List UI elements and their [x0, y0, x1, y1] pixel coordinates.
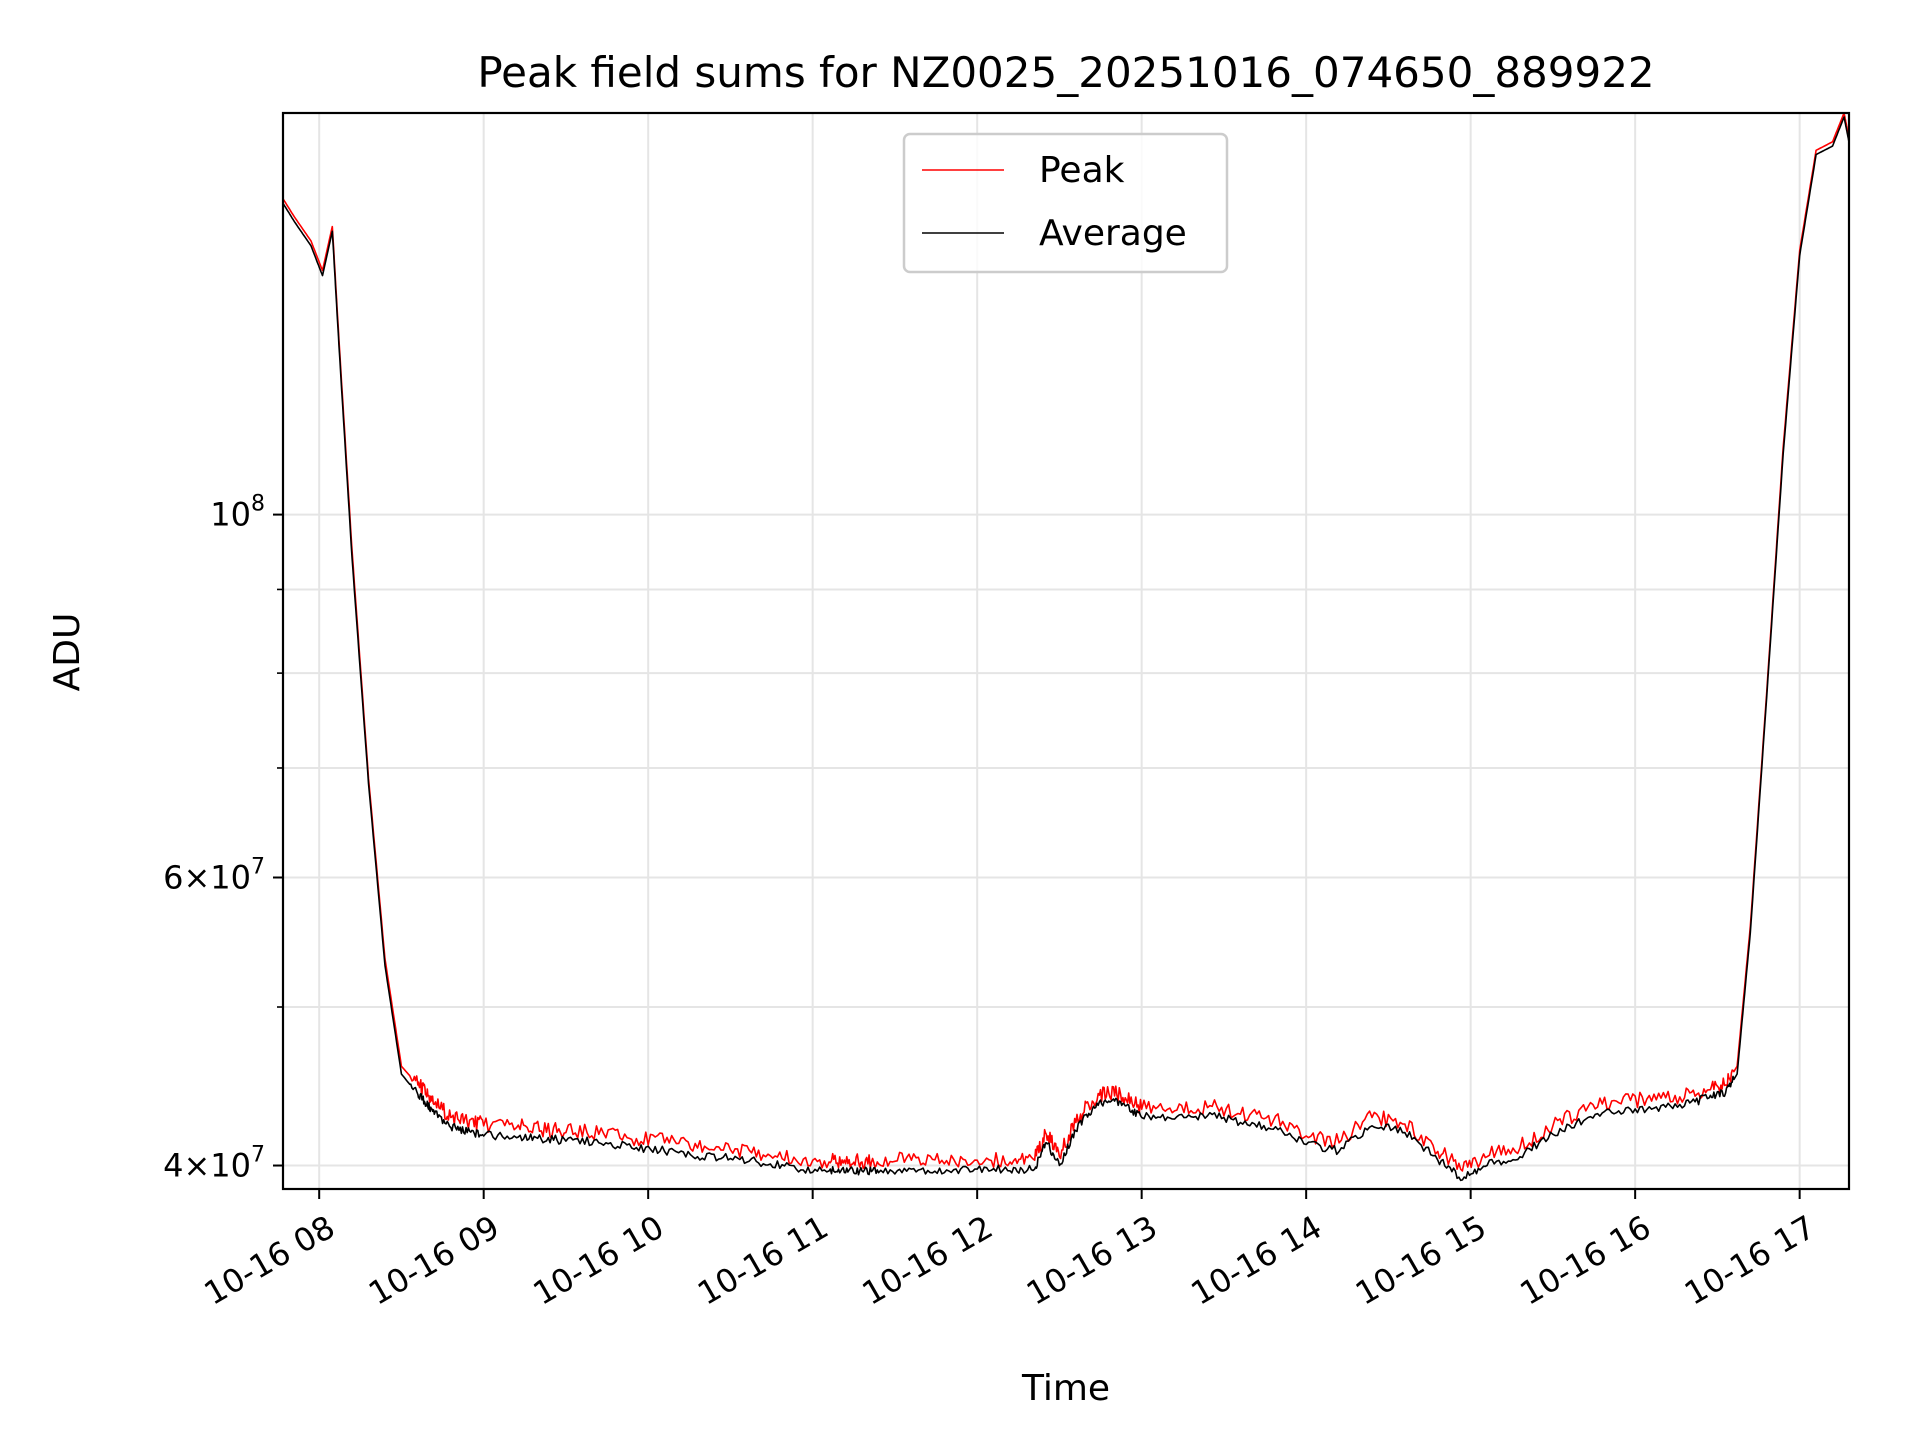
legend-label-peak: Peak	[1039, 150, 1125, 191]
y-tick-label: 6×107	[163, 854, 265, 896]
grid	[283, 113, 1849, 1189]
y-axis-label: ADU	[47, 613, 88, 692]
y-tick-label: 108	[210, 492, 265, 534]
legend: Peak Average	[902, 132, 1229, 274]
chart-title: Peak field sums for NZ0025_20251016_0746…	[477, 48, 1654, 97]
series-line-average	[283, 116, 1849, 1182]
series-layer	[283, 113, 1849, 1182]
y-axis: 4×107 6×107 108	[163, 492, 283, 1185]
x-axis-label: Time	[1021, 1368, 1110, 1409]
y-tick-label: 4×107	[163, 1143, 265, 1185]
series-line-peak	[283, 113, 1849, 1172]
plot-frame	[281, 111, 1851, 1191]
legend-box	[902, 132, 1229, 274]
legend-label-average: Average	[1039, 213, 1187, 254]
